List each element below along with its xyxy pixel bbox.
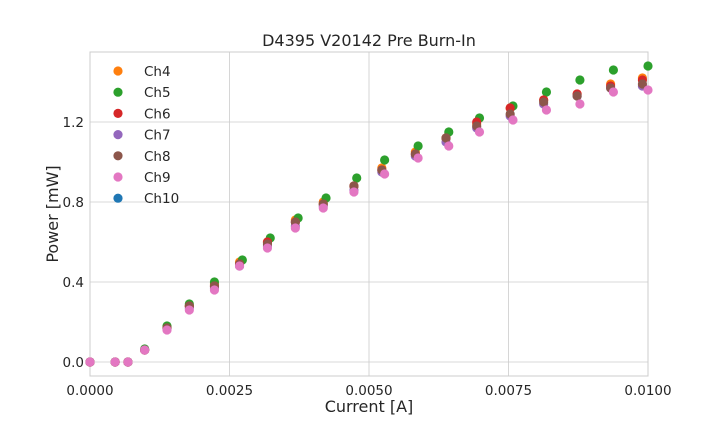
data-point — [349, 187, 359, 197]
legend-label: Ch10 — [144, 191, 179, 207]
data-point — [85, 357, 95, 367]
axes-frame — [89, 51, 649, 377]
legend-label: Ch9 — [144, 170, 171, 186]
data-point — [444, 141, 454, 151]
data-point — [380, 169, 390, 179]
legend-label: Ch6 — [144, 106, 171, 122]
data-point — [637, 79, 648, 89]
data-point — [508, 115, 518, 125]
y-tick-label: 0.8 — [63, 195, 84, 211]
data-point — [572, 91, 582, 101]
y-axis-label: Power [mW] — [43, 165, 62, 262]
x-ticks: 0.0000 0.0025 0.0050 0.0075 0.0100 — [66, 383, 671, 399]
legend-item-ch8: Ch8 — [113, 149, 171, 165]
series-ch9 — [85, 85, 653, 367]
x-tick-label: 0.0100 — [624, 383, 671, 399]
y-tick-label: 0.4 — [63, 275, 84, 291]
x-tick-label: 0.0075 — [485, 383, 532, 399]
data-point — [380, 155, 390, 165]
legend-label: Ch8 — [144, 149, 171, 165]
data-point — [234, 261, 245, 271]
data-point — [110, 357, 120, 367]
legend-item-ch10: Ch10 — [113, 191, 179, 207]
data-point — [140, 345, 150, 355]
legend-marker — [113, 108, 123, 118]
data-point — [162, 325, 172, 335]
legend-label: Ch5 — [144, 85, 171, 101]
data-point — [413, 141, 423, 151]
legend-label: Ch4 — [144, 64, 171, 80]
legend-item-ch4: Ch4 — [113, 64, 171, 80]
axes-border — [89, 51, 649, 377]
data-point — [643, 61, 653, 71]
legend-marker — [113, 151, 123, 161]
data-point — [318, 203, 328, 213]
data-point — [413, 153, 423, 163]
y-tick-label: 0.0 — [63, 355, 84, 371]
chart-title: D4395 V20142 Pre Burn-In — [262, 31, 476, 50]
data-point — [575, 75, 585, 85]
legend-marker — [113, 172, 123, 182]
data-point — [474, 127, 485, 137]
x-tick-label: 0.0050 — [345, 383, 392, 399]
legend-label: Ch7 — [144, 128, 171, 144]
data-point — [290, 223, 300, 233]
data-point — [541, 87, 552, 97]
data-point — [539, 97, 549, 107]
legend: Ch4 Ch5 Ch6 Ch7 Ch8 Ch9 Ch10 — [113, 64, 179, 207]
data-point — [209, 285, 220, 295]
data-point — [608, 65, 619, 75]
x-tick-label: 0.0000 — [66, 383, 113, 399]
legend-marker — [113, 193, 123, 203]
legend-marker — [113, 130, 123, 140]
data-point — [643, 85, 653, 95]
data-point — [441, 133, 451, 143]
legend-item-ch5: Ch5 — [113, 85, 171, 101]
data-point — [352, 173, 362, 183]
data-point — [184, 305, 194, 315]
y-ticks: 0.0 0.4 0.8 1.2 — [63, 115, 84, 371]
legend-item-ch6: Ch6 — [113, 106, 171, 122]
data-point — [123, 357, 133, 367]
data-points — [85, 61, 653, 367]
x-axis-label: Current [A] — [325, 397, 414, 416]
legend-marker — [113, 87, 123, 97]
x-tick-label: 0.0025 — [206, 383, 253, 399]
legend-item-ch7: Ch7 — [113, 128, 171, 144]
data-point — [541, 105, 552, 115]
y-tick-label: 1.2 — [63, 115, 84, 131]
legend-marker — [113, 66, 123, 76]
data-point — [575, 99, 585, 109]
data-point — [608, 87, 619, 97]
data-point — [262, 243, 273, 253]
legend-item-ch9: Ch9 — [113, 170, 171, 186]
